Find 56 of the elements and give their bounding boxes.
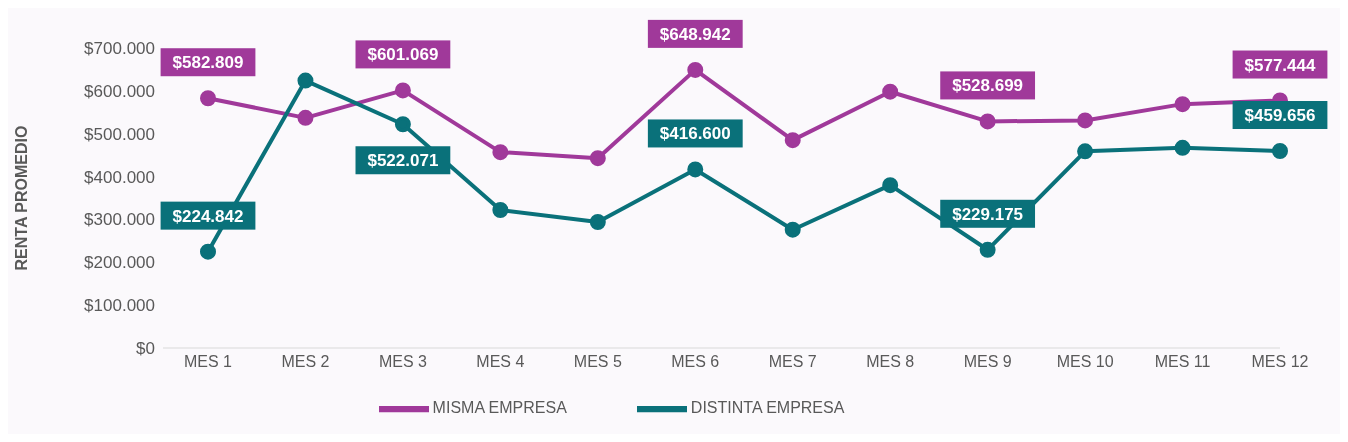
legend-label: DISTINTA EMPRESA (690, 399, 845, 417)
y-tick-label: $100.000 (84, 296, 155, 316)
point (589, 150, 606, 167)
point (200, 90, 216, 107)
point (784, 132, 801, 149)
data-label: $522.071 (367, 151, 439, 171)
data-label: $582.809 (172, 53, 244, 73)
data-label: $528.699 (952, 76, 1024, 96)
data-label: $577.444 (1244, 55, 1316, 75)
point (394, 82, 411, 99)
data-label: $459.656 (1244, 106, 1316, 125)
x-tick-label: MES 9 (963, 353, 1012, 371)
point (1272, 143, 1288, 160)
x-tick-label: MES 8 (866, 353, 915, 371)
point (979, 113, 996, 130)
data-label: $224.842 (172, 206, 244, 226)
x-tick-label: MES 10 (1056, 353, 1114, 371)
x-tick-label: MES 11 (1154, 353, 1211, 371)
point (589, 214, 606, 230)
point (1174, 96, 1191, 113)
y-tick-label: $200.000 (84, 253, 155, 273)
point (687, 161, 704, 178)
x-tick-label: MES 7 (768, 353, 817, 371)
legend-label: MISMA EMPRESA (432, 399, 567, 417)
y-tick-label: $400.000 (84, 167, 155, 187)
x-tick-label: MES 1 (183, 353, 233, 371)
point (492, 144, 509, 161)
point (1174, 139, 1191, 156)
y-tick-label: $300.000 (84, 210, 155, 230)
x-tick-label: MES 3 (378, 353, 428, 371)
point (297, 109, 314, 126)
x-tick-label: MES 2 (281, 353, 330, 371)
point (687, 61, 704, 78)
point (882, 177, 899, 194)
x-tick-label: MES 12 (1251, 353, 1309, 371)
y-tick-label: $600.000 (84, 81, 155, 101)
data-label: $648.942 (659, 24, 731, 44)
y-tick-label: $700.000 (84, 39, 155, 59)
point (882, 83, 899, 100)
point (1077, 112, 1094, 129)
point (394, 116, 411, 133)
x-tick-label: MES 5 (573, 353, 622, 371)
y-axis-title: RENTA PROMEDIO (12, 125, 30, 271)
x-tick-label: MES 6 (671, 353, 720, 371)
point (784, 221, 801, 238)
y-tick-label: $500.000 (84, 124, 155, 144)
x-tick-label: MES 4 (476, 353, 525, 371)
point (1077, 143, 1094, 160)
data-label: $229.175 (952, 204, 1024, 224)
point (200, 243, 216, 260)
point (297, 72, 314, 89)
data-label: $601.069 (367, 45, 439, 65)
data-label: $416.600 (659, 124, 731, 144)
point (492, 202, 509, 218)
point (979, 241, 996, 258)
y-tick-label: $0 (136, 339, 155, 359)
